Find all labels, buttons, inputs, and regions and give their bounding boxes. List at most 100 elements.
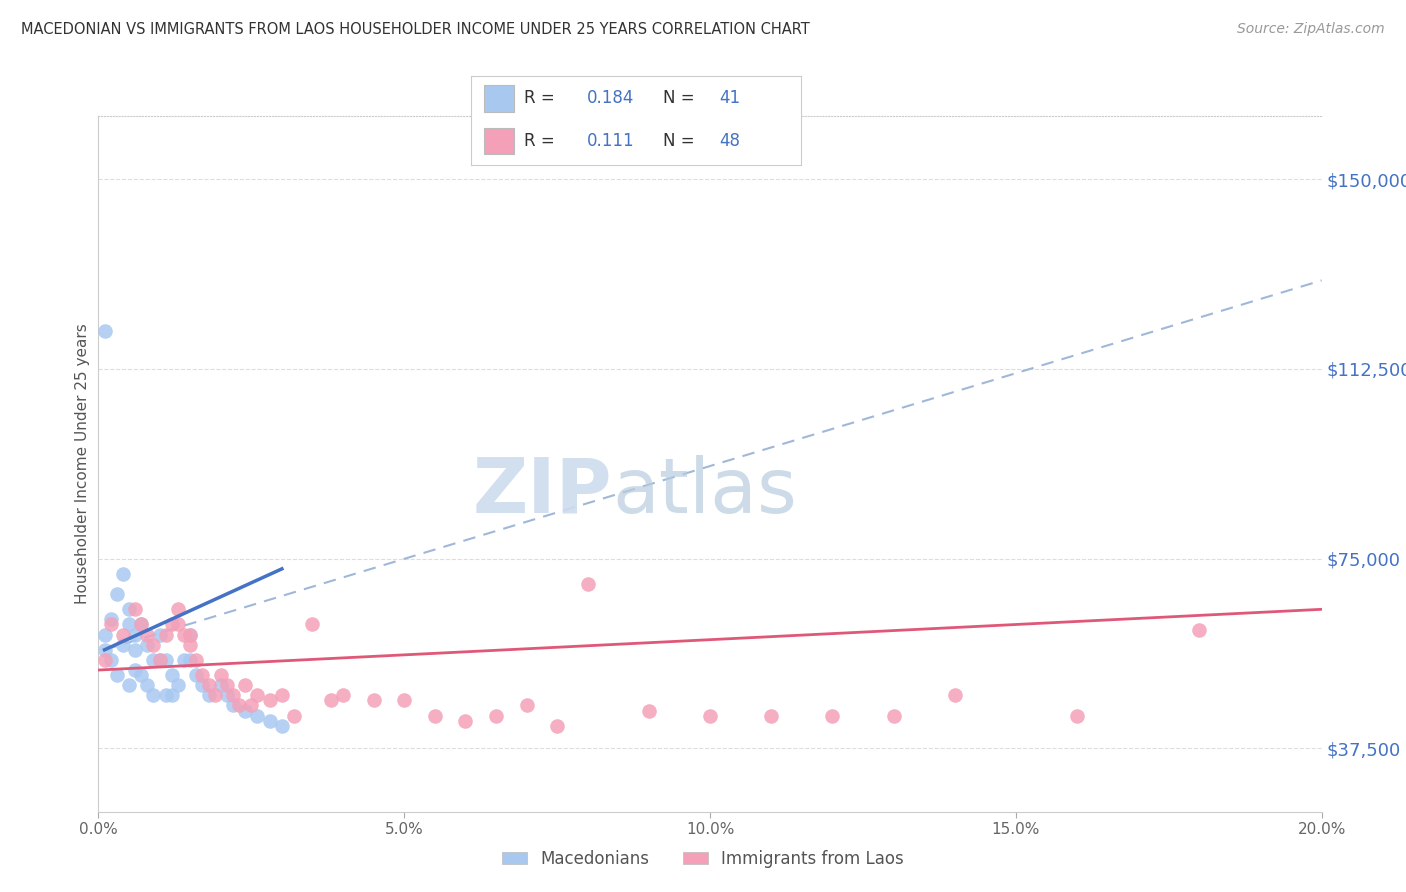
Point [215,678,238,692]
Point [209,678,232,692]
Point [93,653,115,667]
Point [142,689,165,703]
Point [111,638,134,652]
Point [136,678,159,692]
Point [129,668,152,682]
Point [136,638,159,652]
FancyBboxPatch shape [484,85,515,112]
Text: 0.111: 0.111 [586,132,634,150]
Point [270,689,292,703]
Point [155,627,177,641]
Point [111,627,134,641]
Point [93,324,115,338]
Point [167,617,190,632]
Y-axis label: Householder Income Under 25 years: Householder Income Under 25 years [75,324,90,604]
Point [191,678,214,692]
Point [124,602,146,616]
Point [576,577,599,591]
Point [301,617,323,632]
Point [149,627,172,641]
Point [179,653,201,667]
Point [454,714,477,728]
Point [637,704,661,718]
Point [883,708,905,723]
Point [821,708,844,723]
FancyBboxPatch shape [484,128,515,154]
Point [100,612,122,626]
Text: atlas: atlas [612,455,797,529]
Point [943,689,966,703]
Point [160,668,183,682]
Point [111,566,134,581]
Point [149,653,172,667]
Point [699,708,721,723]
Point [222,689,245,703]
Point [332,689,354,703]
Point [516,698,538,713]
Point [93,642,115,657]
Text: N =: N = [662,88,700,107]
Point [186,668,208,682]
Point [118,602,141,616]
Point [186,653,208,667]
Point [197,678,219,692]
Point [222,698,245,713]
Point [246,708,269,723]
Text: 0.184: 0.184 [586,88,634,107]
Point [363,693,385,707]
Point [129,617,152,632]
Point [118,617,141,632]
Point [259,714,281,728]
Point [179,627,201,641]
Point [233,704,256,718]
Legend: Macedonians, Immigrants from Laos: Macedonians, Immigrants from Laos [495,844,911,875]
Point [240,698,263,713]
Point [129,617,152,632]
Text: R =: R = [524,132,560,150]
Text: R =: R = [524,88,560,107]
Point [118,678,141,692]
Text: Source: ZipAtlas.com: Source: ZipAtlas.com [1237,22,1385,37]
Text: MACEDONIAN VS IMMIGRANTS FROM LAOS HOUSEHOLDER INCOME UNDER 25 YEARS CORRELATION: MACEDONIAN VS IMMIGRANTS FROM LAOS HOUSE… [21,22,810,37]
Point [179,638,201,652]
Point [270,719,292,733]
Point [142,638,165,652]
Point [100,617,122,632]
Point [100,653,122,667]
Point [173,653,195,667]
Point [124,642,146,657]
Point [1066,708,1088,723]
Point [283,708,305,723]
Point [485,708,508,723]
Point [173,627,195,641]
Point [179,627,201,641]
Point [319,693,342,707]
Point [204,689,226,703]
Text: 48: 48 [718,132,740,150]
Point [124,663,146,677]
Point [105,668,128,682]
Point [1188,623,1211,637]
Point [546,719,568,733]
Point [392,693,416,707]
Point [191,668,214,682]
Point [209,668,232,682]
Point [197,689,219,703]
Point [246,689,269,703]
Point [167,602,190,616]
Point [93,627,115,641]
Point [136,627,159,641]
Text: 41: 41 [718,88,740,107]
Point [124,627,146,641]
Point [149,653,172,667]
Point [155,653,177,667]
Text: ZIP: ZIP [472,455,612,529]
Text: N =: N = [662,132,700,150]
Point [105,587,128,601]
Point [160,689,183,703]
Point [259,693,281,707]
Point [215,689,238,703]
Point [142,653,165,667]
Point [228,698,250,713]
Point [160,617,183,632]
